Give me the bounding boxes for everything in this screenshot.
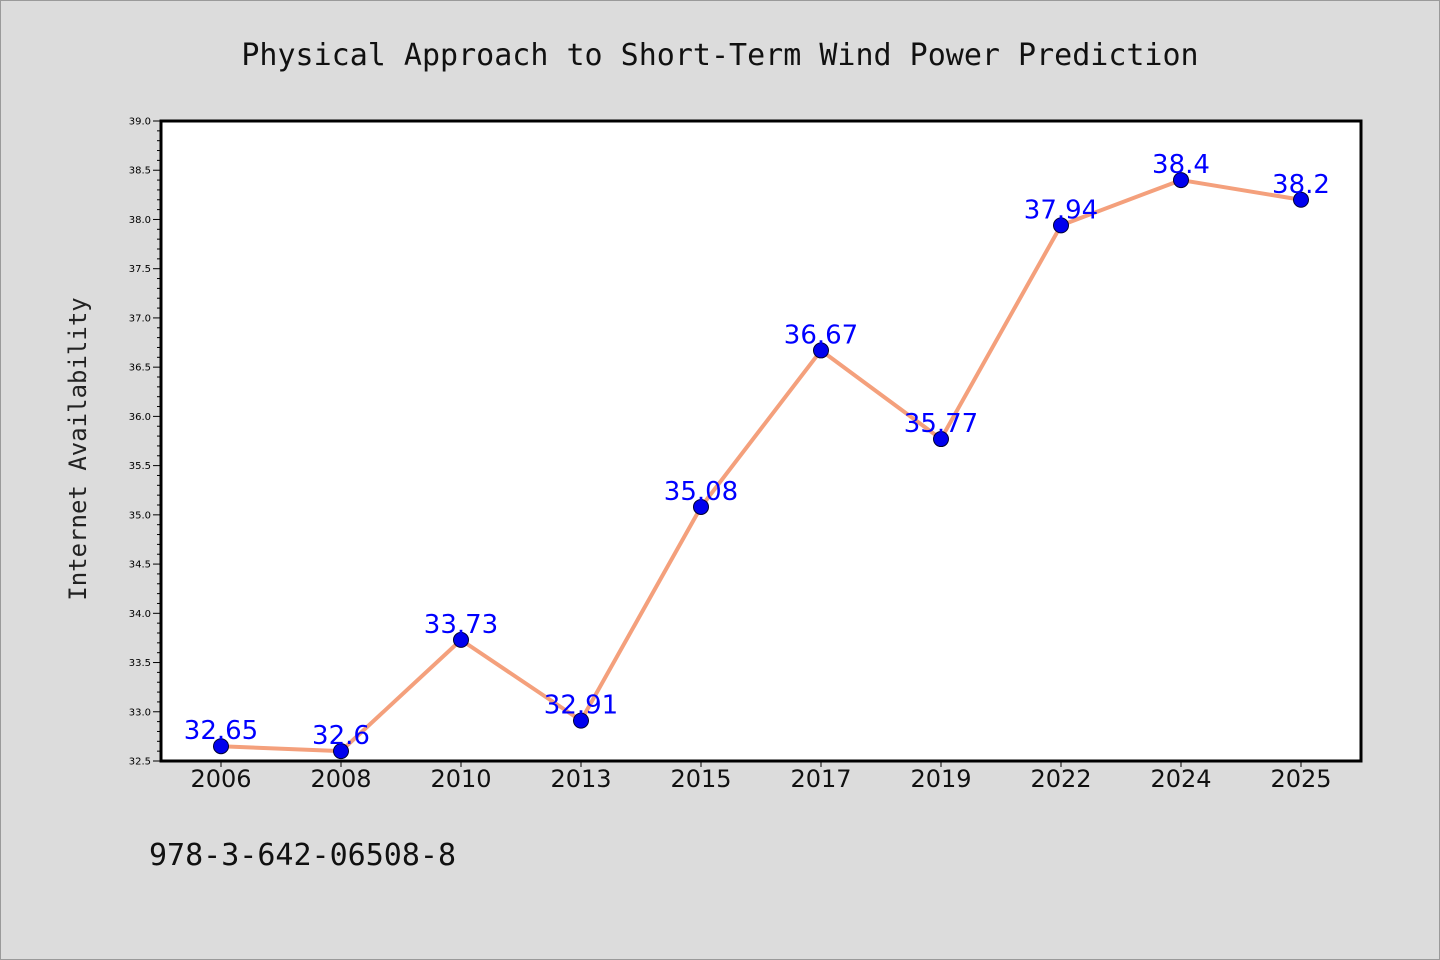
y-tick-label: 36.5 bbox=[129, 363, 151, 374]
data-point bbox=[693, 498, 709, 515]
data-point bbox=[573, 712, 589, 729]
y-tick-label: 36.0 bbox=[129, 412, 151, 423]
x-tick-label: 2017 bbox=[790, 765, 851, 793]
data-label: 37.94 bbox=[1024, 195, 1098, 225]
x-tick-label: 2022 bbox=[1030, 765, 1091, 793]
y-tick-label: 33.0 bbox=[129, 707, 151, 718]
y-tick-label: 35.0 bbox=[129, 510, 151, 521]
y-tick-label: 35.5 bbox=[129, 461, 151, 472]
y-tick-label: 38.5 bbox=[129, 166, 151, 177]
x-tick-label: 2008 bbox=[310, 765, 371, 793]
y-tick-label: 34.5 bbox=[129, 560, 151, 571]
isbn-annotation: 978-3-642-06508-8 bbox=[149, 838, 456, 873]
data-point bbox=[933, 431, 949, 448]
x-tick-label: 2024 bbox=[1150, 765, 1211, 793]
y-tick-label: 38.0 bbox=[129, 215, 151, 226]
data-label: 32.91 bbox=[544, 691, 618, 721]
y-tick-label: 37.5 bbox=[129, 264, 151, 275]
x-tick-label: 2019 bbox=[910, 765, 971, 793]
data-point bbox=[333, 743, 349, 760]
series-line bbox=[220, 178, 1302, 754]
data-label: 35.77 bbox=[904, 409, 978, 439]
x-tick-label: 2025 bbox=[1270, 765, 1331, 793]
chart-title: Physical Approach to Short-Term Wind Pow… bbox=[241, 38, 1198, 73]
data-label: 35.08 bbox=[664, 477, 738, 507]
y-axis-label: Internet Availability bbox=[64, 297, 92, 600]
y-tick-label: 34.0 bbox=[129, 609, 151, 620]
data-label: 32.65 bbox=[184, 716, 258, 746]
data-markers bbox=[213, 172, 1309, 760]
data-point bbox=[1053, 217, 1069, 234]
x-tick-label: 2015 bbox=[670, 765, 731, 793]
plot-area bbox=[159, 119, 1363, 763]
data-label: 32.6 bbox=[312, 721, 370, 751]
data-point bbox=[813, 342, 829, 359]
y-tick-label: 37.0 bbox=[129, 313, 151, 324]
data-point bbox=[213, 738, 229, 755]
y-tick-label: 39.0 bbox=[129, 117, 151, 128]
data-label: 38.4 bbox=[1152, 150, 1210, 180]
y-axis-ticks: 32.5 33.0 33.5 34.0 34.5 35.0 35.5 36.0 36.5 37.0… bbox=[129, 117, 161, 768]
y-tick-label: 32.5 bbox=[129, 757, 151, 768]
data-labels: 32.65 32.6 33.73 32.91 35.08 36.67 35.77 37.94 3… bbox=[184, 150, 1330, 751]
data-label: 38.2 bbox=[1272, 170, 1330, 200]
data-label: 36.67 bbox=[784, 320, 858, 350]
x-tick-label: 2010 bbox=[430, 765, 491, 793]
x-tick-label: 2013 bbox=[550, 765, 611, 793]
x-tick-label: 2006 bbox=[190, 765, 251, 793]
data-label: 33.73 bbox=[424, 610, 498, 640]
data-point bbox=[1293, 191, 1309, 208]
y-tick-label: 33.5 bbox=[129, 658, 151, 669]
data-point bbox=[1173, 172, 1189, 189]
data-point bbox=[453, 631, 469, 648]
x-axis-ticks: 2006 2008 2010 2013 2015 2017 2019 2022 2024 2025 bbox=[190, 761, 1332, 793]
